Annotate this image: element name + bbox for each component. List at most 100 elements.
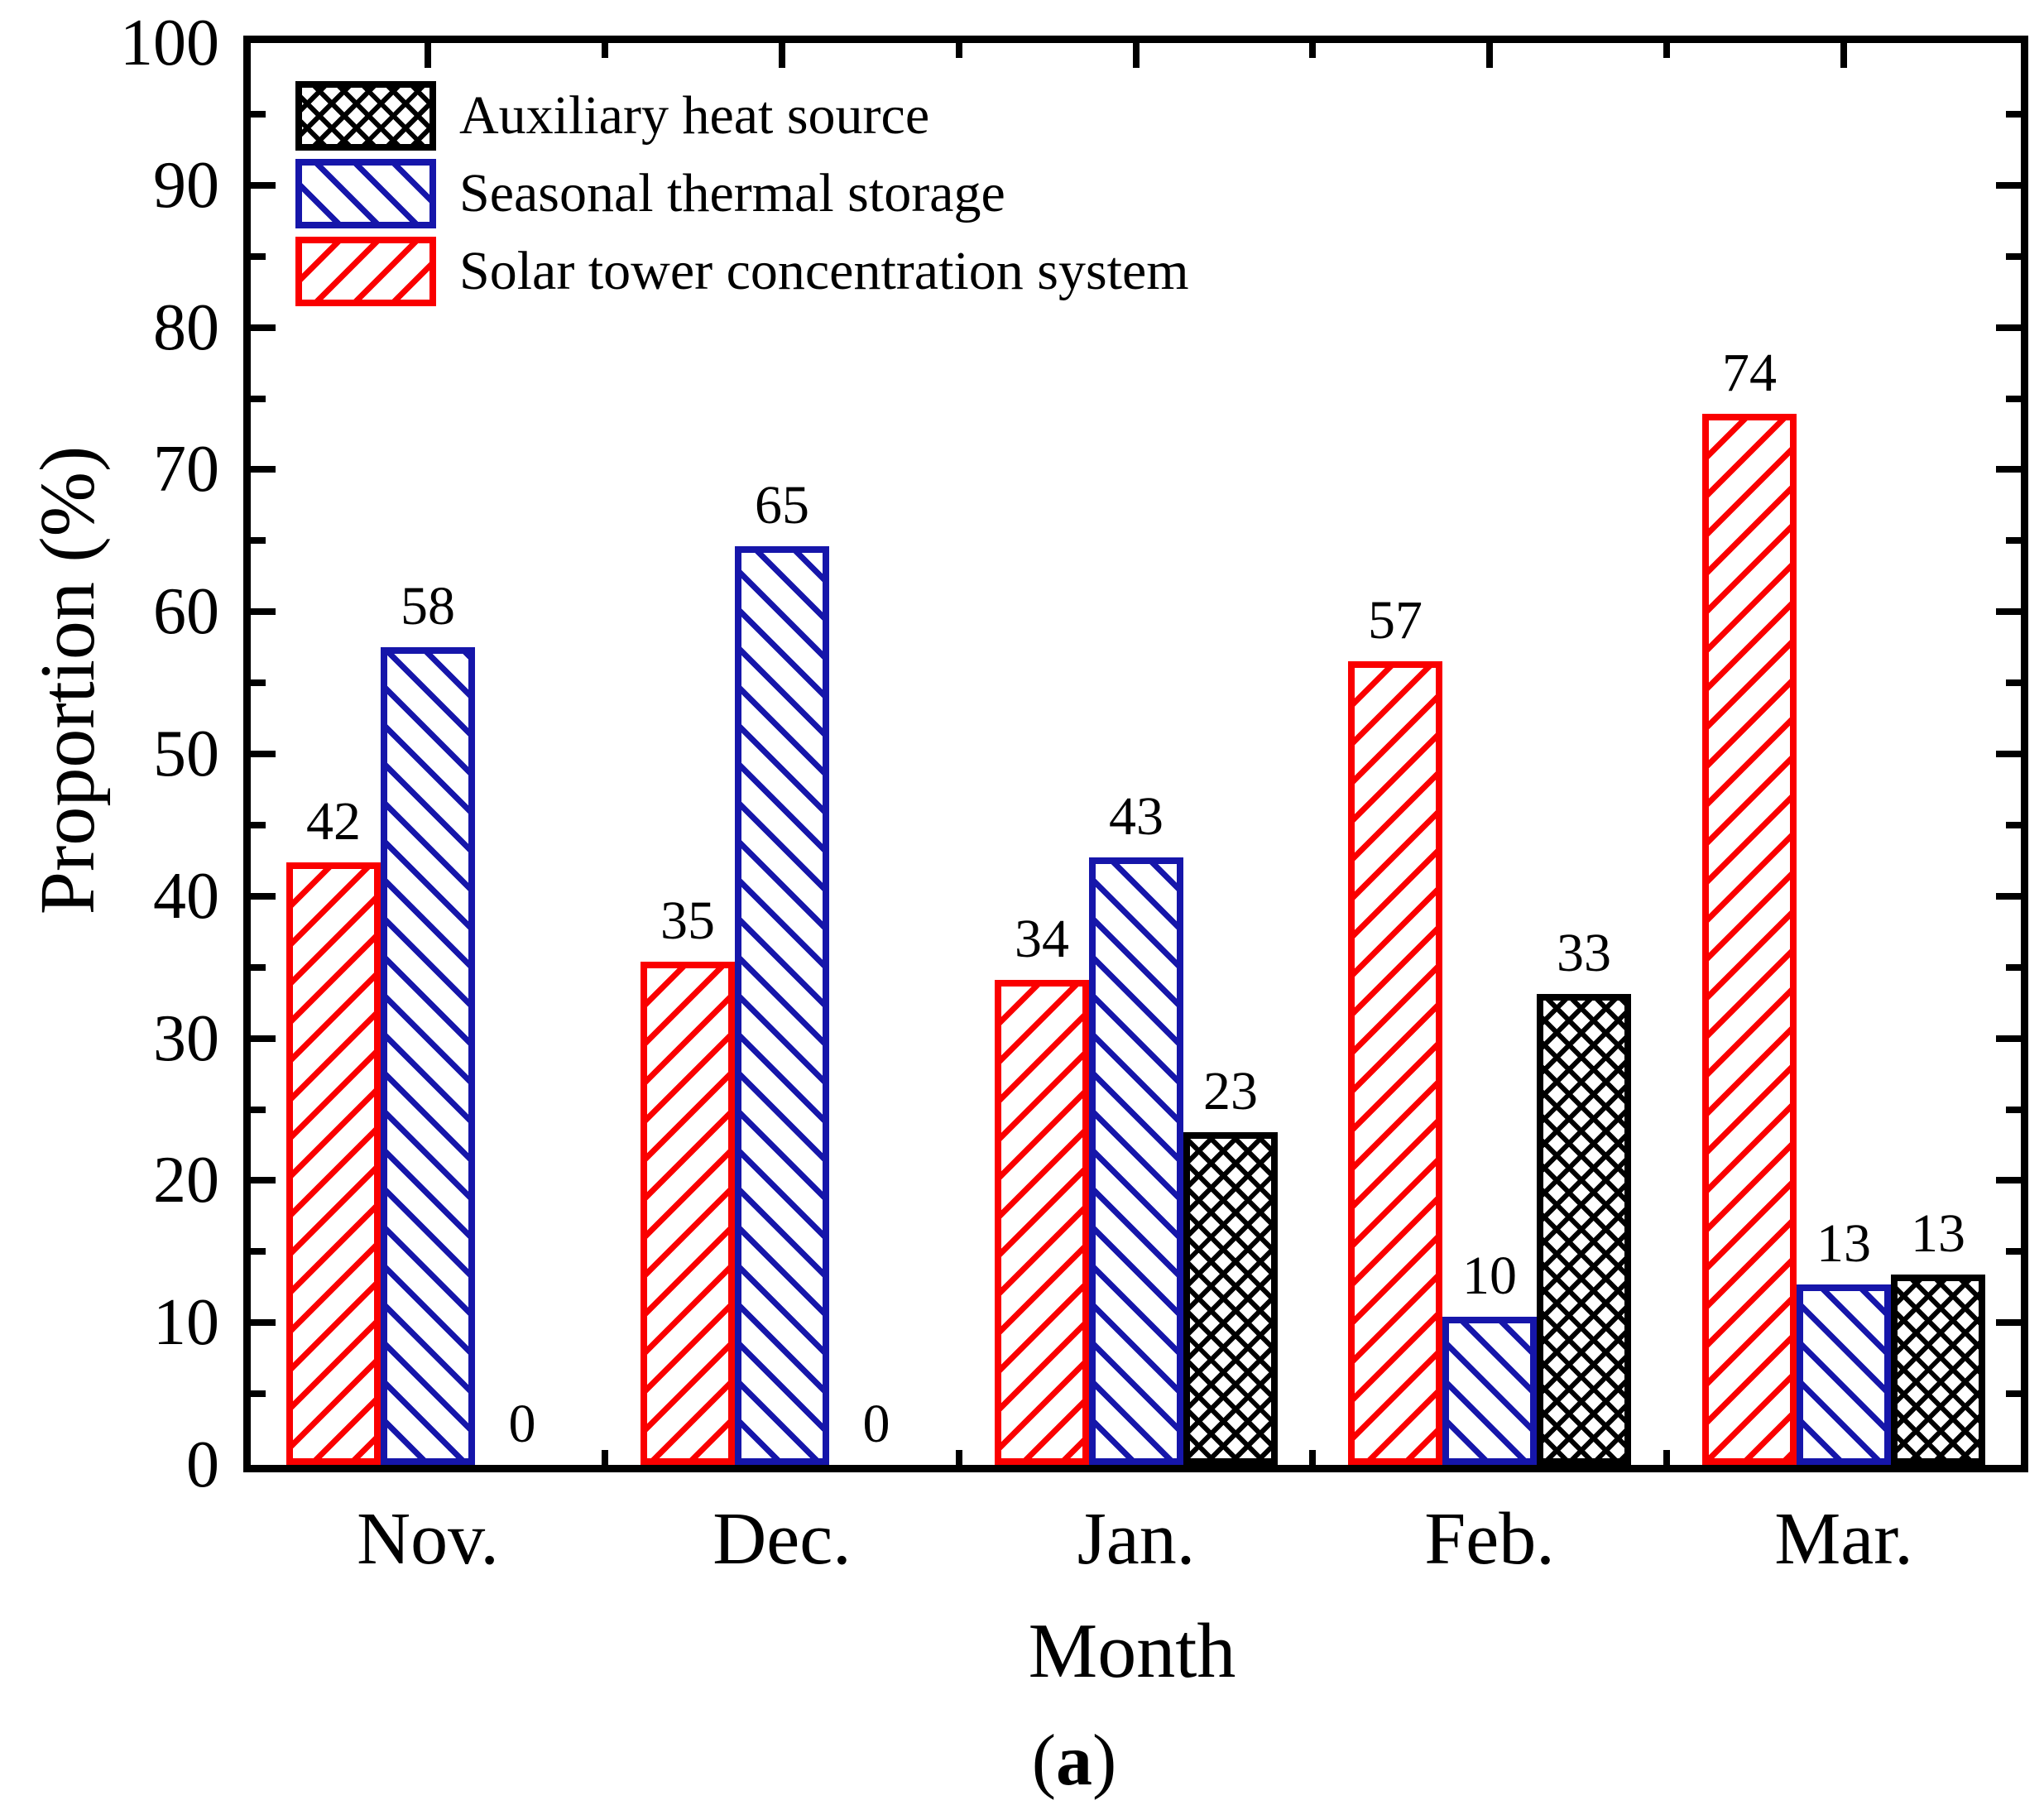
y-minor-tick-5-left: [251, 1390, 266, 1397]
y-minor-tick-65-left: [251, 537, 266, 544]
y-tick-label-0: 0: [186, 1428, 219, 1501]
y-minor-tick-85-right: [2006, 253, 2021, 260]
y-major-tick-90-right: [1996, 182, 2021, 189]
panel-label-open-paren: (: [1031, 1721, 1056, 1801]
plot-area: 42 58 0 35 65 0 34 43 23 57 10 33 74 13 13 Auxiliary h…: [243, 36, 2028, 1472]
legend: Auxiliary heat source Seasonal thermal s…: [295, 81, 1189, 314]
bar-black-Jan: [1183, 1132, 1278, 1465]
x-tick-label-Feb: Feb.: [1424, 1498, 1555, 1580]
x-minor-tick-boundary-4-top: [1663, 43, 1670, 58]
y-major-tick-50-right: [1996, 751, 2021, 757]
panel-label-close-paren: ): [1092, 1721, 1117, 1801]
bar-black-Feb: [1537, 994, 1631, 1465]
y-major-tick-60-right: [1996, 608, 2021, 615]
bar-value-label-red-Jan: 34: [1015, 909, 1069, 969]
x-tick-label-Nov: Nov.: [357, 1498, 499, 1580]
x-major-tick-Feb-top: [1486, 43, 1493, 68]
y-minor-tick-25-left: [251, 1107, 266, 1113]
bar-red-Nov: [286, 862, 381, 1465]
bar-blue-Mar: [1797, 1284, 1891, 1465]
bar-value-label-red-Feb: 57: [1368, 590, 1423, 651]
x-minor-tick-boundary-3-top: [1309, 43, 1316, 58]
y-major-tick-80-right: [1996, 324, 2021, 331]
y-tick-label-50: 50: [153, 718, 219, 790]
y-minor-tick-75-left: [251, 396, 266, 402]
x-minor-tick-boundary-3-bottom: [1309, 1450, 1316, 1465]
y-axis-title: Proportion (%): [25, 445, 111, 915]
y-minor-tick-75-right: [2006, 396, 2021, 402]
x-minor-tick-boundary-2-bottom: [956, 1450, 962, 1465]
legend-swatch-blue-hatch-icon: [295, 159, 436, 228]
bar-value-label-black-Nov: 0: [508, 1394, 536, 1454]
legend-label: Solar tower concentration system: [459, 241, 1189, 301]
x-major-tick-Dec-top: [779, 43, 785, 68]
y-minor-tick-55-right: [2006, 679, 2021, 686]
bar-value-label-black-Jan: 23: [1203, 1061, 1258, 1121]
bar-value-label-blue-Feb: 10: [1462, 1246, 1517, 1306]
x-axis-title: Month: [1028, 1608, 1236, 1694]
y-minor-tick-25-right: [2006, 1107, 2021, 1113]
y-major-tick-40-right: [1996, 893, 2021, 900]
bar-value-label-red-Mar: 74: [1722, 343, 1777, 403]
panel-label: (a): [1032, 1722, 1117, 1800]
bar-red-Feb: [1348, 661, 1442, 1465]
x-tick-label-Jan: Jan.: [1077, 1498, 1196, 1580]
bar-blue-Jan: [1089, 857, 1183, 1465]
y-major-tick-10-left: [251, 1319, 276, 1326]
y-major-tick-80-left: [251, 324, 276, 331]
bar-value-label-blue-Dec: 65: [755, 475, 809, 535]
y-major-tick-20-right: [1996, 1177, 2021, 1183]
bar-value-label-red-Dec: 35: [660, 891, 715, 951]
y-major-tick-50-left: [251, 751, 276, 757]
y-tick-label-20: 20: [153, 1144, 219, 1217]
y-major-tick-90-left: [251, 182, 276, 189]
y-tick-label-60: 60: [153, 575, 219, 648]
y-major-tick-30-left: [251, 1035, 276, 1042]
bar-value-label-black-Dec: 0: [862, 1394, 890, 1454]
panel-label-letter: a: [1056, 1721, 1092, 1801]
y-minor-tick-45-right: [2006, 822, 2021, 828]
x-minor-tick-boundary-1-bottom: [602, 1450, 608, 1465]
y-tick-label-40: 40: [153, 860, 219, 933]
legend-item-auxiliary-heat-source: Auxiliary heat source: [295, 81, 1189, 151]
y-minor-tick-95-right: [2006, 111, 2021, 118]
y-minor-tick-5-right: [2006, 1390, 2021, 1397]
bar-value-label-black-Feb: 33: [1557, 923, 1611, 983]
y-minor-tick-55-left: [251, 679, 266, 686]
bar-value-label-red-Nov: 42: [306, 791, 361, 852]
y-major-tick-10-right: [1996, 1319, 2021, 1326]
x-major-tick-Nov-top: [425, 43, 431, 68]
y-tick-label-100: 100: [120, 7, 219, 79]
x-minor-tick-boundary-4-bottom: [1663, 1450, 1670, 1465]
y-minor-tick-45-left: [251, 822, 266, 828]
y-minor-tick-35-left: [251, 964, 266, 971]
bar-red-Dec: [641, 962, 735, 1465]
bar-blue-Nov: [381, 647, 475, 1465]
x-tick-label-Mar: Mar.: [1774, 1498, 1913, 1580]
legend-swatch-black-crosshatch-icon: [295, 81, 436, 151]
bar-blue-Feb: [1442, 1317, 1537, 1465]
x-minor-tick-boundary-1-top: [602, 43, 608, 58]
y-major-tick-30-right: [1996, 1035, 2021, 1042]
legend-label: Seasonal thermal storage: [459, 163, 1005, 223]
y-minor-tick-95-left: [251, 111, 266, 118]
y-minor-tick-85-left: [251, 253, 266, 260]
x-major-tick-Mar-top: [1840, 43, 1847, 68]
plot-inner: 42 58 0 35 65 0 34 43 23 57 10 33 74 13 13 Auxiliary h…: [251, 43, 2021, 1465]
bar-value-label-blue-Jan: 43: [1109, 786, 1164, 847]
y-tick-label-80: 80: [153, 291, 219, 364]
bar-blue-Dec: [735, 546, 829, 1465]
bar-red-Jan: [995, 980, 1089, 1465]
legend-swatch-red-hatch-icon: [295, 237, 436, 306]
legend-label: Auxiliary heat source: [459, 85, 930, 146]
y-minor-tick-35-right: [2006, 964, 2021, 971]
y-major-tick-20-left: [251, 1177, 276, 1183]
bar-black-Mar: [1891, 1275, 1985, 1465]
y-minor-tick-15-right: [2006, 1248, 2021, 1255]
y-major-tick-40-left: [251, 893, 276, 900]
y-tick-label-10: 10: [153, 1286, 219, 1359]
bar-red-Mar: [1702, 414, 1797, 1465]
y-major-tick-70-right: [1996, 466, 2021, 473]
y-minor-tick-15-left: [251, 1248, 266, 1255]
